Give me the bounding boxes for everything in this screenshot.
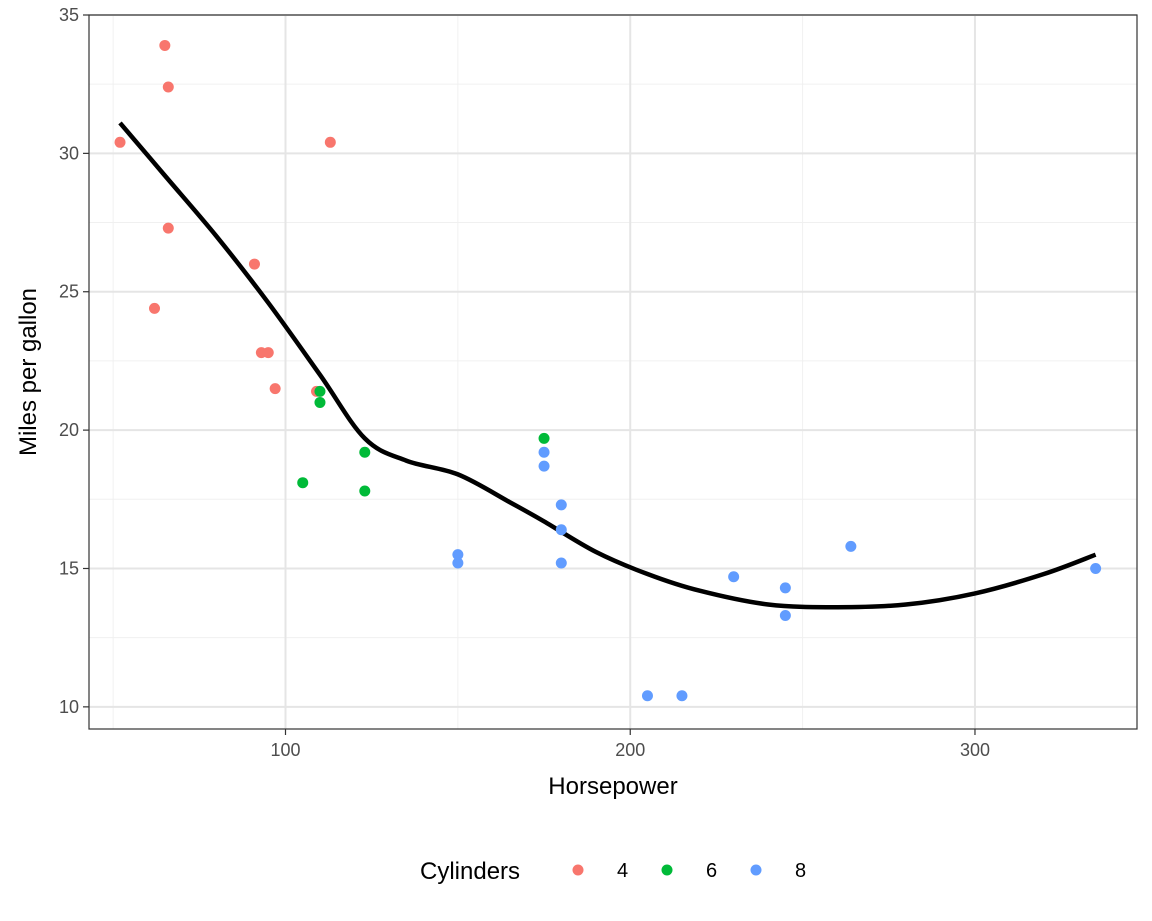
data-point-cyl-4 bbox=[324, 136, 336, 148]
smooth-line bbox=[118, 121, 1097, 610]
y-tick-label: 35 bbox=[59, 5, 79, 25]
data-point-cyl-8 bbox=[641, 690, 653, 702]
data-point-cyl-6 bbox=[359, 485, 371, 497]
legend: Cylinders 4 6 8 bbox=[420, 858, 806, 885]
data-point-cyl-8 bbox=[676, 690, 688, 702]
data-point-cyl-8 bbox=[452, 549, 464, 561]
data-point-cyl-4 bbox=[269, 383, 281, 395]
data-point-cyl-8 bbox=[1090, 562, 1102, 574]
legend-title: Cylinders bbox=[420, 858, 520, 885]
data-point-cyl-4 bbox=[162, 222, 174, 234]
data-point-cyl-4 bbox=[162, 81, 174, 93]
x-tick-label: 200 bbox=[615, 740, 645, 760]
panel-border bbox=[88, 14, 1138, 730]
data-point-cyl-4 bbox=[159, 39, 171, 51]
data-point-cyl-6 bbox=[297, 477, 309, 489]
data-point-cyl-8 bbox=[538, 460, 550, 472]
data-point-cyl-8 bbox=[779, 610, 791, 622]
legend-key-cyl-6 bbox=[661, 864, 673, 876]
y-axis-title: Miles per gallon bbox=[15, 288, 42, 456]
x-tick-label: 300 bbox=[960, 740, 990, 760]
legend-label-cyl-4: 4 bbox=[617, 860, 628, 882]
y-tick-label: 15 bbox=[59, 558, 79, 578]
y-tick-label: 25 bbox=[59, 282, 79, 302]
data-point-cyl-4 bbox=[248, 258, 260, 270]
data-point-cyl-8 bbox=[728, 571, 740, 583]
y-tick-label: 30 bbox=[59, 143, 79, 163]
x-tick-label: 100 bbox=[270, 740, 300, 760]
data-point-cyl-4 bbox=[149, 302, 160, 314]
data-point-cyl-6 bbox=[359, 446, 371, 458]
axes: 100 200 300 10 15 20 25 30 35 bbox=[59, 5, 990, 760]
points bbox=[114, 39, 1102, 702]
data-point-cyl-8 bbox=[845, 540, 857, 552]
data-point-cyl-8 bbox=[452, 557, 464, 569]
x-axis-title: Horsepower bbox=[548, 773, 677, 800]
data-point-cyl-6 bbox=[538, 432, 550, 444]
data-point-cyl-8 bbox=[538, 446, 550, 458]
grid bbox=[89, 14, 1137, 729]
legend-key-cyl-8 bbox=[750, 864, 762, 876]
y-tick-label: 10 bbox=[59, 697, 79, 717]
data-point-cyl-8 bbox=[779, 582, 791, 594]
data-point-cyl-6 bbox=[314, 385, 326, 397]
data-point-cyl-6 bbox=[314, 396, 326, 408]
y-tick-label: 20 bbox=[59, 420, 79, 440]
legend-label-cyl-8: 8 bbox=[795, 860, 806, 882]
data-point-cyl-4 bbox=[262, 347, 274, 359]
data-point-cyl-4 bbox=[114, 136, 126, 148]
data-point-cyl-8 bbox=[555, 499, 567, 511]
smooth-layer bbox=[118, 121, 1097, 610]
data-point-cyl-8 bbox=[555, 524, 567, 536]
legend-label-cyl-6: 6 bbox=[706, 860, 717, 882]
legend-key-cyl-4 bbox=[572, 864, 584, 876]
data-point-cyl-8 bbox=[555, 557, 567, 569]
